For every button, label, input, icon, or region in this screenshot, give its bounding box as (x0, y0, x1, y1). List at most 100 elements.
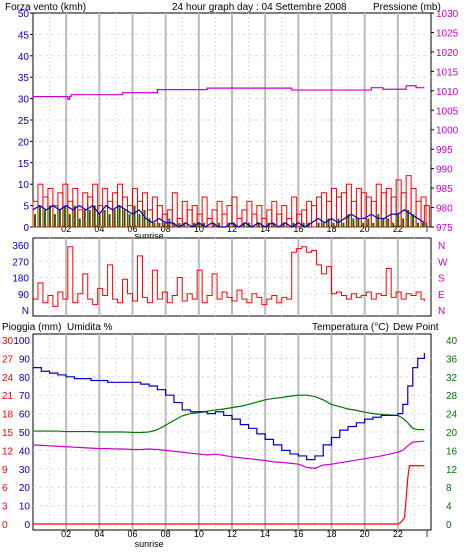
rain-tick-label: 24 (2, 373, 14, 384)
humidity-tick-label: 30 (19, 465, 31, 476)
x-tick-label: 08 (161, 224, 171, 234)
x-tick-label: 08 (161, 529, 171, 539)
sunrise-label: sunrise (135, 539, 164, 549)
x-tick-label: 16 (293, 529, 303, 539)
rain-tick-label: 15 (2, 428, 14, 439)
humidity-tick-label: 60 (19, 410, 31, 421)
pressure-tick-label: 1025 (436, 28, 459, 39)
wind-tick-label: 50 (18, 9, 30, 20)
x-tick-label: 12 (227, 224, 237, 234)
sunrise-label: sunrise (135, 231, 164, 241)
direction-tick-label: 360 (12, 241, 29, 252)
humidity-axis-label: Umidita % (67, 322, 113, 333)
humidity-tick-label: 50 (19, 428, 31, 439)
humidity-tick-label: 80 (19, 373, 31, 384)
x-tick-label: 04 (94, 529, 104, 539)
wind-tick-label: 0 (23, 223, 29, 234)
chart-title: 24 hour graph day : 04 Settembre 2008 (172, 2, 347, 13)
humidity-tick-label: 100 (13, 336, 30, 347)
rain-tick-label: 12 (2, 446, 14, 457)
x-tick-label: 18 (326, 529, 336, 539)
temperature-tick-label: 24 (446, 410, 458, 421)
rain-tick-label: 6 (2, 483, 8, 494)
x-tick-label: l (426, 224, 428, 234)
temperature-tick-label: 20 (446, 428, 458, 439)
humidity-tick-label: 10 (19, 502, 31, 513)
pressure-tick-label: 1005 (436, 106, 459, 117)
temperature-tick-label: 0 (446, 520, 452, 531)
temperature-tick-label: 4 (446, 502, 452, 513)
pressure-tick-label: 1020 (436, 48, 459, 59)
x-tick-label: 10 (194, 529, 204, 539)
pressure-line (33, 85, 425, 100)
pressure-tick-label: 1030 (436, 9, 459, 20)
temperature-tick-label: 36 (446, 354, 458, 365)
compass-label: W (438, 257, 448, 268)
wind-tick-label: 5 (23, 202, 29, 213)
pressure-tick-label: 1000 (436, 126, 459, 137)
direction-line (33, 246, 425, 307)
wind-pressure-chart: Forza vento (kmh) 24 hour graph day : 04… (5, 2, 459, 241)
x-tick-label: 02 (61, 529, 71, 539)
temperature-tick-label: 28 (446, 391, 458, 402)
temperature-line (33, 394, 425, 434)
rain-axis-label: Pioggia (mm) (2, 322, 61, 333)
x-tick-label: 10 (194, 224, 204, 234)
x-tick-label: 02 (61, 224, 71, 234)
x-tick-label: 22 (393, 529, 403, 539)
pressure-tick-label: 985 (436, 184, 453, 195)
x-tick-label: 06 (127, 224, 137, 234)
temperature-tick-label: 16 (446, 446, 458, 457)
compass-label: N (438, 241, 445, 252)
wind-tick-label: 25 (18, 116, 30, 127)
x-tick-label: 12 (227, 529, 237, 539)
rain-tick-label: 0 (2, 520, 8, 531)
wind-tick-label: 45 (18, 30, 30, 41)
x-tick-label: 16 (293, 224, 303, 234)
humidity-line (33, 352, 425, 461)
x-tick-label: 18 (326, 224, 336, 234)
pressure-tick-label: 1015 (436, 67, 459, 78)
x-tick-label: 14 (260, 224, 270, 234)
x-tick-label: 14 (260, 529, 270, 539)
temperature-axis-label: Temperatura (°C) (312, 322, 389, 333)
wind-tick-label: 35 (18, 73, 30, 84)
rain-tick-label: 21 (2, 391, 14, 402)
humidity-tick-label: 40 (19, 446, 31, 457)
wind-tick-label: 40 (18, 52, 30, 63)
pressure-tick-label: 1010 (436, 87, 459, 98)
compass-label: N (438, 306, 445, 317)
temperature-tick-label: 12 (446, 465, 458, 476)
pressure-tick-label: 995 (436, 145, 453, 156)
compass-label: S (438, 274, 445, 285)
rain-tick-label: 27 (2, 354, 14, 365)
wind-tick-label: 30 (18, 95, 30, 106)
humidity-tick-label: 0 (24, 520, 30, 531)
wind-tick-label: 10 (18, 180, 30, 191)
dewpoint-line (32, 440, 425, 469)
humidity-tick-label: 70 (19, 391, 31, 402)
pressure-tick-label: 990 (436, 165, 453, 176)
x-tick-label: 06 (127, 529, 137, 539)
temperature-tick-label: 40 (446, 336, 458, 347)
temperature-tick-label: 8 (446, 483, 452, 494)
x-tick-label: 20 (360, 529, 370, 539)
temperature-tick-label: 32 (446, 373, 458, 384)
rain-tick-label: 3 (2, 502, 8, 513)
compass-label: E (438, 290, 445, 301)
rain-line (33, 465, 425, 525)
wind-mean-line (32, 204, 425, 228)
humidity-tick-label: 20 (19, 483, 31, 494)
dewpoint-axis-label: Dew Point (393, 322, 439, 333)
wind-tick-label: 15 (18, 159, 30, 170)
humidity-tick-label: 90 (19, 354, 31, 365)
rain-tick-label: 30 (2, 336, 14, 347)
temp-humidity-chart: Pioggia (mm) Umidita % Temperatura (°C) … (2, 322, 458, 549)
direction-tick-label: 90 (18, 290, 30, 301)
x-tick-label: 22 (393, 224, 403, 234)
pressure-tick-label: 975 (436, 223, 453, 234)
direction-tick-label: 270 (12, 257, 29, 268)
pressure-axis-label: Pressione (mb) (373, 2, 441, 13)
